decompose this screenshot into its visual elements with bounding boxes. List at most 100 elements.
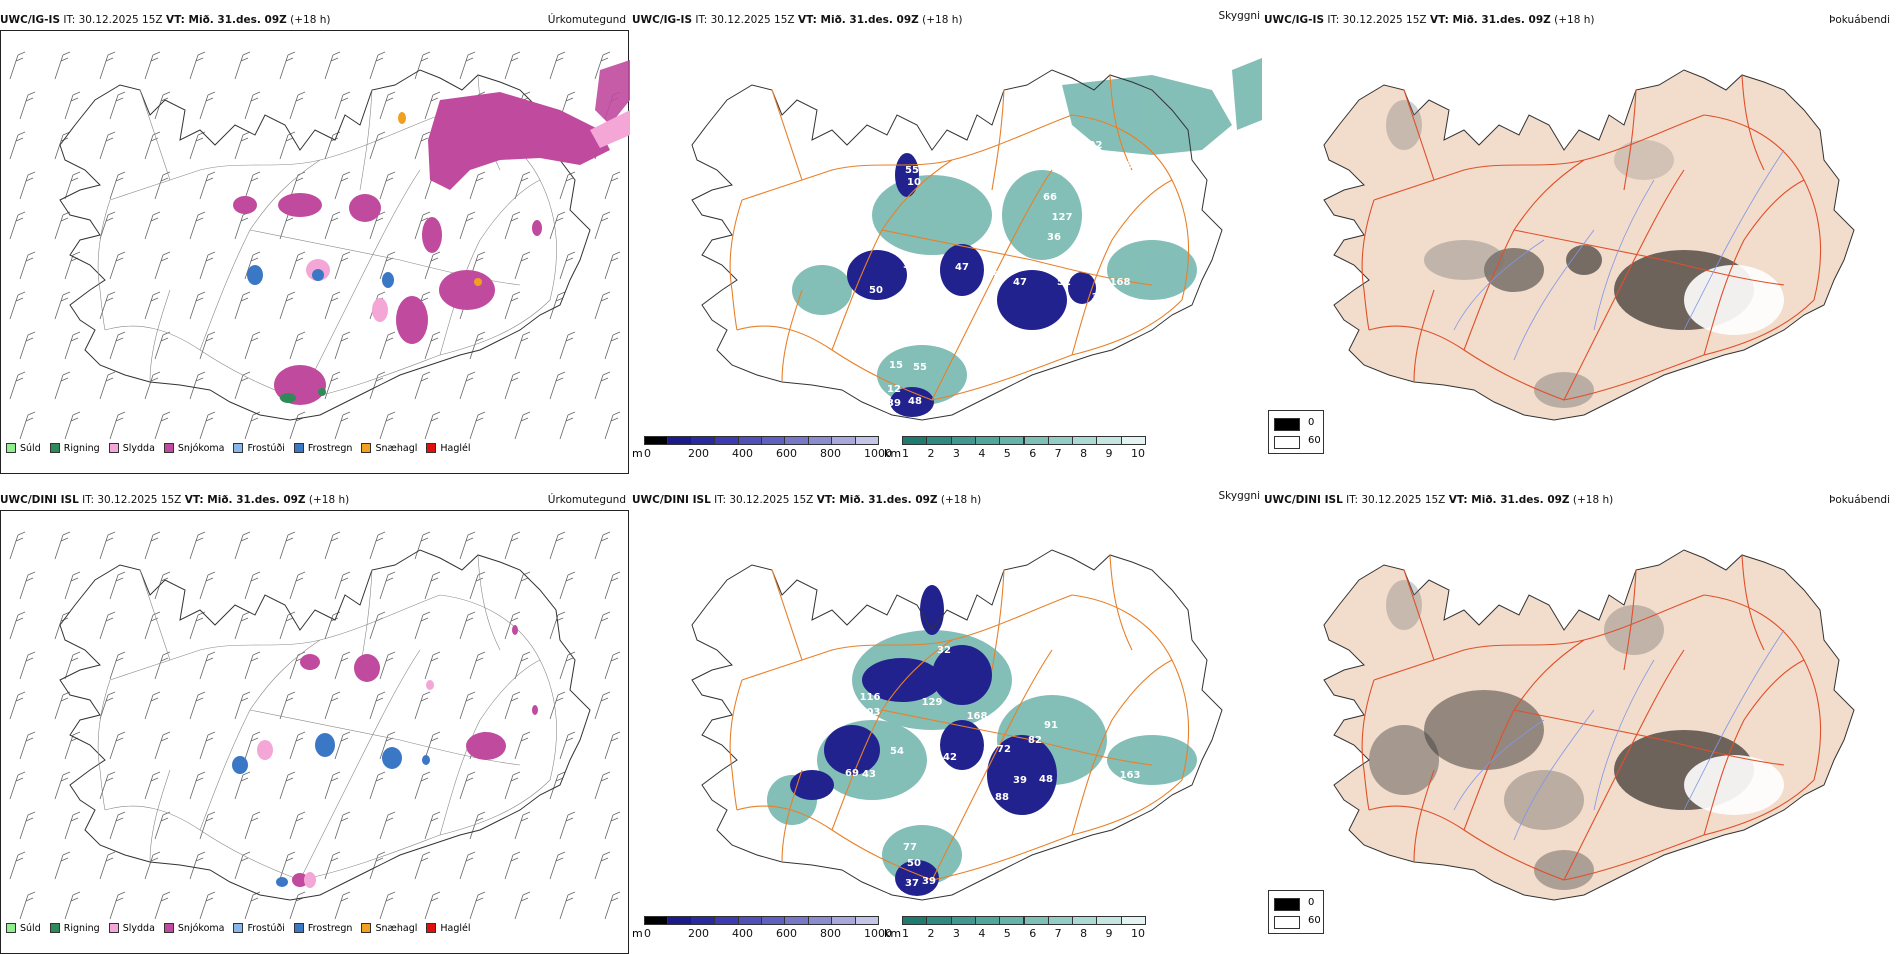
panel-visibility-dini: UWC/DINI ISL IT: 30.12.2025 15Z VT: Mið.… bbox=[632, 490, 1324, 954]
colorbar-segment bbox=[1072, 436, 1098, 445]
wind-barb bbox=[244, 331, 261, 360]
wind-barb bbox=[504, 691, 521, 720]
wind-barb bbox=[369, 51, 386, 80]
wind-barb bbox=[109, 91, 126, 120]
wind-barb bbox=[154, 651, 171, 680]
wind-barb bbox=[514, 651, 531, 680]
wind-barb bbox=[324, 851, 341, 880]
wind-barb bbox=[334, 251, 351, 280]
model-name: UWC/IG-IS bbox=[1264, 14, 1325, 26]
wind-barb bbox=[99, 131, 116, 160]
wind-barb bbox=[189, 51, 206, 80]
wind-barb bbox=[334, 91, 351, 120]
colorbar-tick: 9 bbox=[1105, 447, 1113, 460]
colorbar-tick: 3 bbox=[952, 447, 960, 460]
colorbar-tick: 4 bbox=[978, 447, 986, 460]
colorbar-tick: 6 bbox=[1029, 927, 1037, 940]
panel-header: UWC/DINI ISL IT: 30.12.2025 15Z VT: Mið.… bbox=[632, 490, 1262, 510]
wind-barb bbox=[279, 531, 296, 560]
value-label: 55 bbox=[905, 165, 919, 176]
wind-barb bbox=[334, 731, 351, 760]
value-label: 12 bbox=[887, 384, 901, 395]
model-name: UWC/DINI ISL bbox=[632, 494, 711, 506]
wind-barb bbox=[504, 531, 521, 560]
panel-title: Þokuábendi bbox=[1829, 494, 1890, 506]
wind-barb bbox=[594, 851, 611, 880]
wind-barb bbox=[469, 651, 486, 680]
wind-barb bbox=[144, 371, 161, 400]
map-frame bbox=[0, 30, 629, 474]
rivers bbox=[1453, 629, 1785, 841]
road-line bbox=[1513, 229, 1785, 286]
legend-item: Snæhagl bbox=[361, 440, 417, 456]
lead-time: (+18 h) bbox=[308, 494, 350, 506]
wind-barb bbox=[54, 291, 71, 320]
wind-barb bbox=[559, 411, 576, 440]
value-label: 116 bbox=[860, 692, 881, 703]
wind-barb bbox=[244, 811, 261, 840]
value-label: 69 bbox=[845, 768, 859, 779]
wind-barb bbox=[234, 691, 251, 720]
colorbar-unit: m bbox=[632, 927, 643, 940]
wind-barb bbox=[189, 531, 206, 560]
legend-item: Frostregn bbox=[293, 440, 352, 456]
wind-barb bbox=[99, 371, 116, 400]
wind-barb bbox=[459, 851, 476, 880]
road-line bbox=[1413, 289, 1435, 383]
colorbar-tick: 600 bbox=[776, 447, 797, 460]
wind-barb bbox=[54, 51, 71, 80]
iceland-outline bbox=[691, 69, 1223, 421]
value-label: 103 bbox=[860, 707, 881, 718]
colorbar-tick: 1000 bbox=[864, 927, 892, 940]
legend-swatch bbox=[361, 443, 372, 453]
legend-label: Snjókoma bbox=[177, 442, 225, 454]
value-label: 39 bbox=[887, 398, 901, 409]
wind-barb bbox=[469, 331, 486, 360]
road-line bbox=[881, 229, 1153, 286]
wind-barb bbox=[424, 891, 441, 920]
road-line bbox=[1368, 299, 1815, 401]
rivers bbox=[1453, 149, 1785, 361]
wind-barb bbox=[144, 771, 161, 800]
road-line bbox=[741, 114, 1073, 201]
legend-label: Frostregn bbox=[307, 922, 353, 934]
wind-barb bbox=[9, 691, 26, 720]
value-label: 392 bbox=[1082, 140, 1103, 151]
road-line bbox=[991, 89, 1005, 191]
colorbar-tick: 7 bbox=[1054, 927, 1062, 940]
wind-barb bbox=[109, 811, 126, 840]
road-line bbox=[439, 659, 541, 836]
wind-barb bbox=[9, 771, 26, 800]
legend-label: Rigning bbox=[63, 442, 100, 454]
road-line bbox=[729, 199, 743, 331]
wind-barb bbox=[189, 771, 206, 800]
wind-barb bbox=[199, 571, 216, 600]
wind-barb bbox=[289, 331, 306, 360]
wind-barb bbox=[109, 731, 126, 760]
road-line bbox=[199, 639, 321, 831]
colorbar-tick: 400 bbox=[732, 447, 753, 460]
wind-barb bbox=[594, 611, 611, 640]
init-time: IT: 30.12.2025 15Z bbox=[1346, 494, 1446, 506]
wind-barb bbox=[559, 331, 576, 360]
wind-barb bbox=[144, 211, 161, 240]
wind-barb bbox=[144, 851, 161, 880]
wind-barb bbox=[289, 251, 306, 280]
fog-low-swatch bbox=[1274, 898, 1300, 911]
value-label: 55 bbox=[903, 260, 917, 271]
wind-barb bbox=[604, 731, 621, 760]
value-label: 163 bbox=[1120, 770, 1141, 781]
wind-barb bbox=[109, 331, 126, 360]
road-line bbox=[1741, 74, 1765, 171]
wind-barb bbox=[514, 411, 531, 440]
legend-swatch bbox=[108, 443, 119, 453]
wind-barb bbox=[199, 811, 216, 840]
valid-time: VT: Mið. 31.des. 09Z bbox=[1448, 494, 1570, 506]
colorbar-tick: 10 bbox=[1131, 927, 1145, 940]
fog-gray-areas bbox=[1386, 100, 1784, 408]
wind-barb bbox=[9, 531, 26, 560]
wind-barb bbox=[604, 251, 621, 280]
colorbar-tick: 0 bbox=[644, 447, 651, 460]
wind-barb bbox=[154, 331, 171, 360]
